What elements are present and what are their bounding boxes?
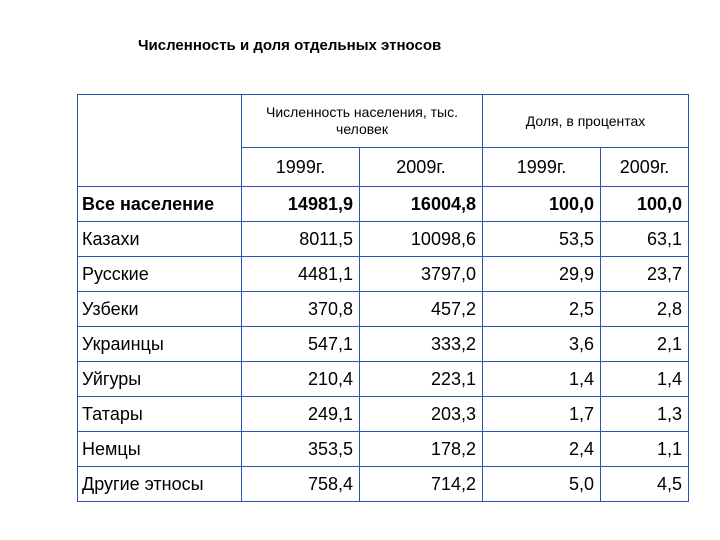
value-share-2009: 2,1 [600,326,689,362]
value-share-1999: 100,0 [482,186,601,222]
value-pop-2009: 223,1 [359,361,483,397]
value-pop-2009: 3797,0 [359,256,483,292]
value-share-2009: 100,0 [600,186,689,222]
table-row: Уйгуры 210,4 223,1 1,4 1,4 [77,361,689,397]
value-share-2009: 4,5 [600,466,689,502]
value-share-2009: 1,3 [600,396,689,432]
table-row: Все население 14981,9 16004,8 100,0 100,0 [77,186,689,222]
value-pop-1999: 14981,9 [241,186,360,222]
table-row: Узбеки 370,8 457,2 2,5 2,8 [77,291,689,327]
table-corner-cell [77,94,242,187]
value-pop-1999: 4481,1 [241,256,360,292]
header-population: Численность населения, тыс. человек [241,94,483,148]
value-pop-1999: 547,1 [241,326,360,362]
value-pop-2009: 178,2 [359,431,483,467]
value-pop-1999: 758,4 [241,466,360,502]
ethnic-population-table: Численность населения, тыс. человек Доля… [77,94,689,502]
ethnos-name: Немцы [77,431,242,467]
table-row: Русские 4481,1 3797,0 29,9 23,7 [77,256,689,292]
ethnos-name: Все население [77,186,242,222]
value-pop-1999: 370,8 [241,291,360,327]
ethnos-name: Татары [77,396,242,432]
page-title: Численность и доля отдельных этносов [138,37,442,54]
value-share-2009: 2,8 [600,291,689,327]
table-header-group-row: Численность населения, тыс. человек Доля… [77,94,689,187]
header-year: 2009г. [600,147,689,187]
ethnos-name: Украинцы [77,326,242,362]
value-pop-2009: 457,2 [359,291,483,327]
value-share-1999: 29,9 [482,256,601,292]
value-share-1999: 3,6 [482,326,601,362]
header-year: 2009г. [359,147,483,187]
table-row: Украинцы 547,1 333,2 3,6 2,1 [77,326,689,362]
value-share-2009: 1,4 [600,361,689,397]
value-pop-2009: 10098,6 [359,221,483,257]
table-row: Казахи 8011,5 10098,6 53,5 63,1 [77,221,689,257]
value-pop-1999: 8011,5 [241,221,360,257]
table-row: Немцы 353,5 178,2 2,4 1,1 [77,431,689,467]
value-pop-1999: 249,1 [241,396,360,432]
ethnos-name: Казахи [77,221,242,257]
value-pop-2009: 16004,8 [359,186,483,222]
ethnos-name: Узбеки [77,291,242,327]
header-year: 1999г. [241,147,360,187]
header-share: Доля, в процентах [482,94,689,148]
table-row: Татары 249,1 203,3 1,7 1,3 [77,396,689,432]
value-share-1999: 5,0 [482,466,601,502]
value-share-1999: 53,5 [482,221,601,257]
value-pop-1999: 353,5 [241,431,360,467]
value-share-1999: 2,4 [482,431,601,467]
value-pop-2009: 714,2 [359,466,483,502]
value-share-1999: 1,7 [482,396,601,432]
value-pop-2009: 203,3 [359,396,483,432]
value-pop-2009: 333,2 [359,326,483,362]
ethnos-name: Другие этносы [77,466,242,502]
value-share-2009: 1,1 [600,431,689,467]
value-share-1999: 2,5 [482,291,601,327]
table-row: Другие этносы 758,4 714,2 5,0 4,5 [77,466,689,502]
header-year: 1999г. [482,147,601,187]
value-share-2009: 23,7 [600,256,689,292]
value-pop-1999: 210,4 [241,361,360,397]
value-share-1999: 1,4 [482,361,601,397]
table-header-years-row: 1999г. 2009г. 1999г. 2009г. [78,147,689,187]
ethnos-name: Русские [77,256,242,292]
value-share-2009: 63,1 [600,221,689,257]
ethnos-name: Уйгуры [77,361,242,397]
